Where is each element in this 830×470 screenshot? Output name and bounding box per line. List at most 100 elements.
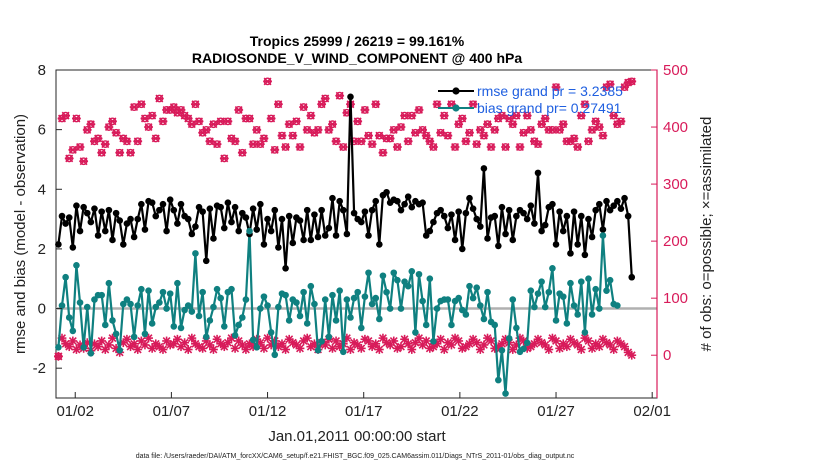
bias-data-point [397, 305, 405, 312]
obs-assimilated-on-possible [187, 120, 197, 129]
rmse-data-point [455, 208, 462, 215]
rmse-data-point [473, 215, 481, 223]
obs-assimilated-point [158, 345, 168, 354]
bias-data-point [365, 269, 372, 277]
rmse-data-point [314, 233, 322, 241]
bias-data-point [267, 329, 275, 336]
rmse-data-point [170, 206, 178, 214]
obs-assimilated-on-possible [277, 131, 287, 140]
rmse-data-point [105, 206, 113, 214]
obs-assimilated-point [281, 345, 290, 354]
obs-assimilated-on-possible [374, 131, 384, 140]
obs-assimilated-on-possible [573, 143, 583, 151]
obs-assimilated-on-possible [68, 145, 78, 154]
obs-assimilated-on-possible [266, 114, 276, 123]
rmse-data-point [401, 200, 408, 208]
x-tick-label: 01/27 [537, 403, 575, 420]
rmse-data-point [451, 236, 459, 244]
rmse-data-point [202, 257, 210, 265]
rmse-data-point [94, 232, 102, 239]
bias-data-point [181, 306, 188, 314]
bias-data-point [206, 317, 214, 324]
rmse-data-point [224, 199, 232, 206]
rmse-data-point [260, 241, 268, 248]
rmse-data-point [116, 217, 124, 224]
bias-data-point [264, 302, 271, 309]
obs-assimilated-on-possible [331, 137, 341, 146]
bias-data-point [502, 390, 509, 397]
bias-data-point [534, 290, 542, 297]
bias-data-point [484, 288, 491, 296]
rmse-data-point [156, 206, 163, 214]
bias-data-point [123, 296, 131, 303]
rmse-data-point [462, 209, 470, 217]
rmse-data-point [339, 206, 347, 214]
obs-assimilated-point [486, 336, 496, 346]
obs-assimilated-on-possible [288, 131, 298, 140]
obs-assimilated-on-possible [396, 123, 406, 132]
rmse-data-point [296, 217, 304, 224]
obs-assimilated-point [328, 343, 337, 353]
obs-assimilated-point [180, 338, 190, 348]
bias-data-point [458, 306, 466, 314]
bias-data-point [523, 339, 531, 347]
rmse-data-point [419, 199, 426, 206]
bias-data-point [163, 305, 170, 312]
obs-assimilated-on-possible [151, 134, 161, 143]
obs-assimilated-point [140, 340, 150, 350]
rmse-data-point [217, 203, 224, 211]
bias-data-point [69, 327, 77, 335]
obs-assimilated-point [609, 345, 619, 354]
obs-assimilated-point [389, 336, 399, 346]
obs-assimilated-point [627, 350, 637, 360]
rmse-data-point [404, 193, 412, 201]
rmse-data-point [285, 212, 293, 220]
rmse-data-point [123, 220, 131, 227]
bias-data-point [192, 250, 199, 257]
rmse-data-point [242, 214, 250, 221]
rmse-data-point [134, 215, 142, 223]
obs-assimilated-on-possible [281, 143, 290, 151]
obs-assimilated-on-possible [133, 137, 143, 146]
bias-data-point [332, 317, 340, 324]
obs-assimilated-on-possible [551, 83, 561, 92]
obs-assimilated-on-possible [64, 154, 74, 163]
obs-assimilated-on-possible [61, 111, 71, 120]
rmse-data-point [206, 205, 214, 212]
rmse-data-point [610, 202, 618, 209]
rmse-data-point [480, 165, 488, 172]
obs-assimilated-on-possible [486, 143, 496, 151]
obs-assimilated-on-possible [533, 140, 543, 149]
y-right-tick-label: 500 [663, 62, 688, 79]
bias-data-point [242, 296, 250, 303]
rmse-data-point [368, 206, 376, 214]
rmse-data-point [138, 200, 145, 208]
rmse-data-point [426, 227, 434, 235]
obs-assimilated-point [551, 336, 561, 346]
bias-data-point [285, 317, 293, 324]
obs-assimilated-on-possible [490, 125, 500, 134]
rmse-data-point [606, 206, 614, 214]
bias-data-point [545, 288, 553, 296]
obs-assimilated-on-possible [465, 128, 474, 137]
obs-assimilated-on-possible [223, 117, 233, 126]
obs-assimilated-on-possible [627, 77, 637, 86]
legend: rmse grand pr = 3.2385 bias grand pr= 0.… [438, 83, 623, 116]
obs-assimilated-on-possible [147, 111, 157, 120]
rmse-data-point [267, 227, 275, 235]
bias-data-point [202, 333, 210, 341]
rmse-data-point [278, 215, 286, 223]
bias-data-point [296, 312, 304, 320]
bias-data-point [260, 293, 268, 300]
obs-assimilated-on-possible [515, 143, 525, 151]
bias-data-point [408, 267, 416, 275]
rmse-data-point [505, 206, 513, 214]
bias-data-point [213, 285, 221, 293]
bias-data-point [120, 300, 127, 308]
obs-assimilated-on-possible [115, 148, 125, 157]
obs-assimilated-on-possible [479, 131, 489, 140]
bias-data-point [563, 320, 571, 327]
bias-data-point [253, 344, 261, 351]
rmse-data-point [303, 206, 311, 214]
obs-assimilated-on-possible [501, 143, 510, 151]
